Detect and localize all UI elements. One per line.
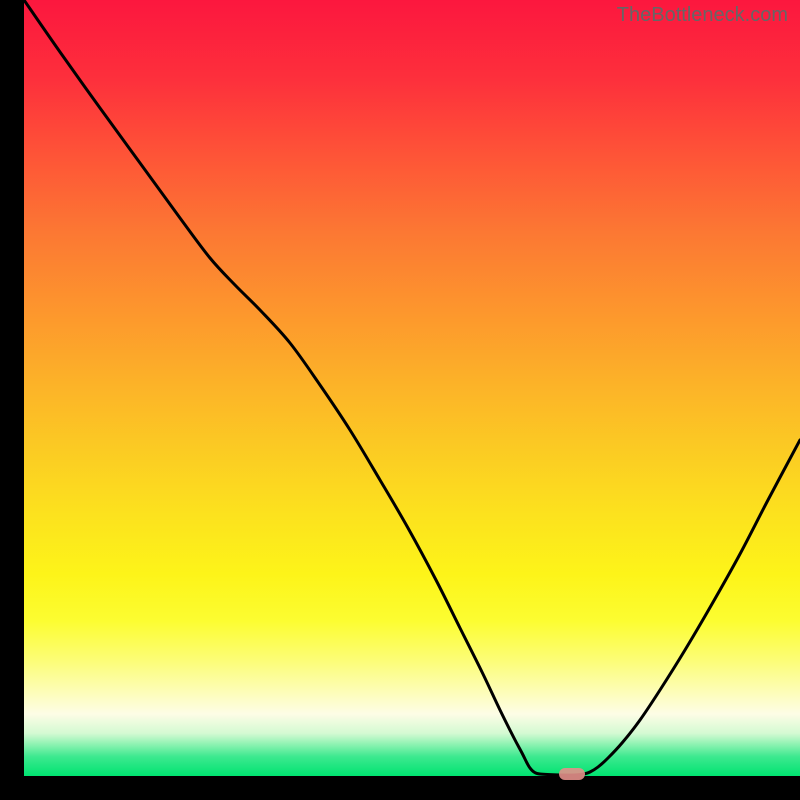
plot-background (24, 0, 800, 776)
watermark-text: TheBottleneck.com (617, 4, 788, 27)
optimum-marker (559, 768, 585, 780)
left-border (0, 0, 24, 800)
chart-canvas (0, 0, 800, 800)
bottom-border (0, 776, 800, 800)
bottleneck-chart: TheBottleneck.com (0, 0, 800, 800)
